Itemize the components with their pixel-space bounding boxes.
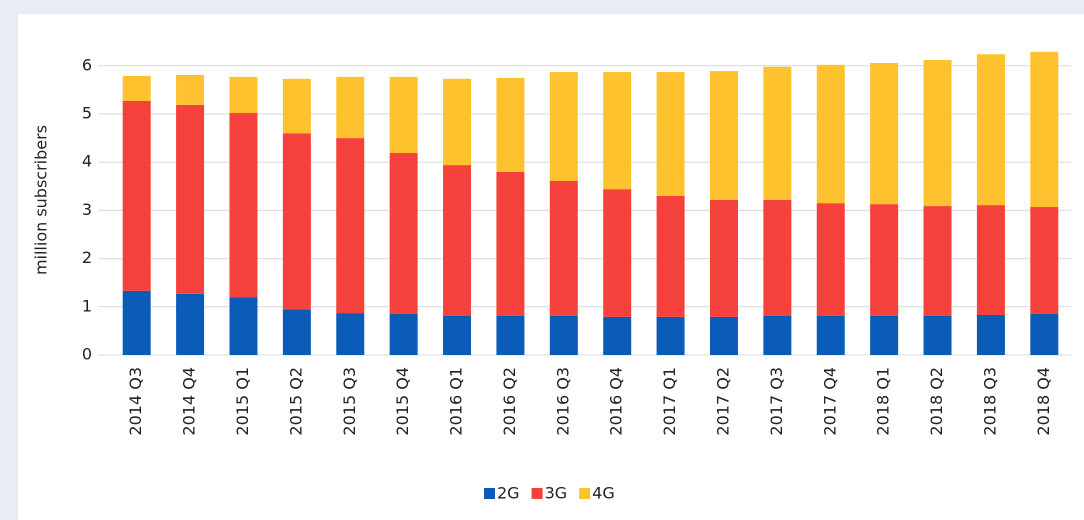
y-tick-label: 1 xyxy=(82,296,92,315)
bar-segment xyxy=(656,316,685,355)
bar-segment xyxy=(870,62,899,205)
bar-segment xyxy=(709,316,738,355)
bar-segment xyxy=(976,54,1005,206)
x-tick-label: 2016 Q1 xyxy=(447,367,466,436)
x-tick-label: 2016 Q2 xyxy=(500,367,519,436)
x-tick-label: 2015 Q2 xyxy=(286,367,305,436)
bar-segment xyxy=(282,133,311,310)
bar-segment xyxy=(923,315,952,355)
bar-segment xyxy=(549,315,578,355)
bar-segment xyxy=(656,72,685,196)
x-tick-label: 2014 Q3 xyxy=(126,367,145,436)
x-tick-label: 2015 Q3 xyxy=(340,367,359,436)
bar-segment xyxy=(336,76,365,139)
bar-segment xyxy=(389,153,418,315)
legend-swatch xyxy=(484,488,495,499)
bar-segment xyxy=(176,104,205,294)
bar-segment xyxy=(229,113,258,298)
x-tick-label: 2017 Q1 xyxy=(660,367,679,436)
bar-segment xyxy=(1030,207,1059,315)
y-tick-label: 5 xyxy=(82,104,92,123)
bar-segment xyxy=(1030,51,1059,208)
bar-segment xyxy=(176,74,205,105)
bar-segment xyxy=(923,206,952,316)
bar-segment xyxy=(229,76,258,114)
bar-segment xyxy=(443,78,472,166)
x-tick-label: 2015 Q4 xyxy=(393,367,412,436)
y-tick-label: 2 xyxy=(82,248,92,267)
bar-segment xyxy=(603,72,632,190)
bar-segment xyxy=(282,78,311,134)
bar-segment xyxy=(549,180,578,316)
bar-segment xyxy=(763,199,792,316)
bar-segment xyxy=(709,199,738,317)
bar-segment xyxy=(122,100,151,291)
legend-label: 2G xyxy=(497,484,520,503)
bar-segment xyxy=(443,315,472,355)
bar-segment xyxy=(816,203,845,316)
bar-segment xyxy=(389,76,418,154)
bar-segment xyxy=(229,297,258,355)
bar-segment xyxy=(443,165,472,316)
y-tick-label: 6 xyxy=(82,55,92,74)
x-tick-label: 2018 Q4 xyxy=(1034,367,1053,436)
bar-segment xyxy=(389,314,418,355)
bar-segment xyxy=(496,171,525,316)
bar-segment xyxy=(549,72,578,181)
bar-segment xyxy=(976,314,1005,355)
y-tick-label: 0 xyxy=(82,345,92,364)
x-tick-label: 2017 Q2 xyxy=(713,367,732,436)
y-tick-label: 4 xyxy=(82,152,92,171)
x-tick-label: 2018 Q2 xyxy=(927,367,946,436)
bar-segment xyxy=(122,75,151,101)
legend-label: 3G xyxy=(545,484,568,503)
legend-swatch xyxy=(531,488,543,499)
bar-segment xyxy=(709,71,738,200)
bar-segment xyxy=(870,204,899,316)
x-tick-label: 2016 Q4 xyxy=(607,367,626,436)
y-axis-label: million subscribers xyxy=(32,125,51,275)
bar-segment xyxy=(816,64,845,204)
x-tick-label: 2018 Q1 xyxy=(874,367,893,436)
legend-label: 4G xyxy=(592,484,615,503)
x-tick-label: 2015 Q1 xyxy=(233,367,252,436)
bar-segment xyxy=(816,315,845,355)
y-tick-label: 3 xyxy=(82,200,92,219)
bar-segment xyxy=(870,315,899,355)
legend-swatch xyxy=(579,488,591,499)
bar-segment xyxy=(336,313,365,355)
bar-segment xyxy=(923,60,952,207)
x-tick-label: 2017 Q4 xyxy=(820,367,839,436)
bar-segment xyxy=(603,316,632,355)
bar-segment xyxy=(336,138,365,314)
x-tick-label: 2014 Q4 xyxy=(180,367,199,436)
bar-segment xyxy=(1030,314,1059,355)
bar-segment xyxy=(496,77,525,172)
x-tick-label: 2017 Q3 xyxy=(767,367,786,436)
bar-segment xyxy=(656,195,685,317)
bar-segment xyxy=(976,205,1005,315)
x-tick-label: 2018 Q3 xyxy=(980,367,999,436)
bar-segment xyxy=(496,315,525,355)
bar-segment xyxy=(282,309,311,355)
bar-segment xyxy=(603,189,632,317)
bar-segment xyxy=(122,290,151,355)
bar-segment xyxy=(763,66,792,200)
bar-segment xyxy=(763,315,792,355)
x-tick-label: 2016 Q3 xyxy=(553,367,572,436)
bar-segment xyxy=(176,293,205,355)
